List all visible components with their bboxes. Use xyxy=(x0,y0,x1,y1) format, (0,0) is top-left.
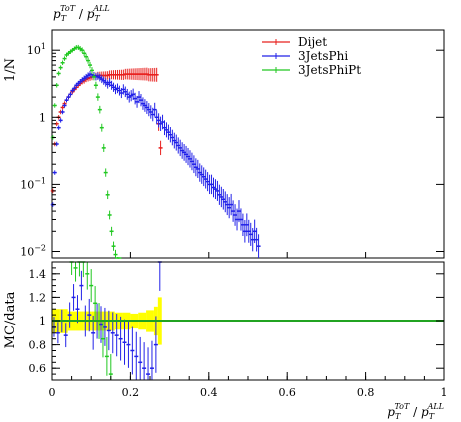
ratio-series-3JetsPhi xyxy=(51,261,162,380)
main-y-tick-label: 10−1 xyxy=(20,176,46,191)
title-p1: p xyxy=(53,7,61,21)
series-Dijet xyxy=(50,67,163,194)
ratio-y-tick-label: 0.8 xyxy=(29,339,47,352)
xlabel-sub1: T xyxy=(395,412,401,421)
xlabel-sup2: ALL xyxy=(427,402,444,411)
ratio-x-tick-label: 0.2 xyxy=(122,386,140,399)
xlabel-slash: / xyxy=(409,405,421,419)
ratio-y-tick-label: 1.2 xyxy=(29,291,47,304)
ratio-x-tick-label: 0.4 xyxy=(200,386,218,399)
series-3JetsPhi xyxy=(50,70,261,258)
ratio-x-ticks: 0 0.2 0.4 0.6 0.8 1 xyxy=(49,372,448,399)
main-y-tick-base: 1 xyxy=(39,111,46,124)
main-series-group xyxy=(50,44,261,259)
ratio-panel: 0.60.811.21.4 0 0.2 0.4 0.6 0.8 1 MC/data pTT… xyxy=(3,261,448,421)
main-y-axis-label: 1/N xyxy=(3,58,18,82)
main-y-tick-label: 10−2 xyxy=(20,243,46,258)
ratio-y-tick-label: 1 xyxy=(39,315,46,328)
ratio-y-ticks: 0.6 0.8 1 1.2 1.4 xyxy=(29,267,444,375)
xlabel-p1: p xyxy=(387,405,395,419)
title-sub1: T xyxy=(61,14,67,23)
legend-label: 3JetsPhiPt xyxy=(298,63,361,77)
main-y-tick-label: 101 xyxy=(27,42,46,57)
ratio-x-tick-label: 0.8 xyxy=(357,386,375,399)
ratio-x-axis-label: pTToT / pTALL xyxy=(387,402,444,421)
title-sup2: ALL xyxy=(92,4,109,13)
ratio-x-tick-label: 0 xyxy=(49,386,56,399)
title-p2: p xyxy=(87,7,95,21)
main-y-tick-base: 10 xyxy=(20,245,34,258)
legend-label: Dijet xyxy=(298,35,327,49)
main-y-tick-exp: −2 xyxy=(34,243,46,252)
main-y-tick-exp: −1 xyxy=(34,176,46,185)
title-sub2: T xyxy=(94,14,100,23)
ratio-series-group xyxy=(51,261,162,380)
xlabel-p2: p xyxy=(421,405,429,419)
xlabel-sub2: T xyxy=(429,412,435,421)
ratio-y-tick-label: 0.6 xyxy=(29,362,47,375)
main-plot-frame xyxy=(51,29,445,259)
main-y-tick-base: 10 xyxy=(27,44,41,57)
xlabel-sup1: ToT xyxy=(394,402,410,411)
main-y-tick-exp: 1 xyxy=(41,42,46,51)
ratio-x-tick-label: 0.6 xyxy=(278,386,296,399)
ratio-y-tick-label: 1.4 xyxy=(29,268,47,281)
main-y-tick-base: 10 xyxy=(20,178,34,191)
main-y-tick-label: 1 xyxy=(39,111,46,124)
title-sup1: ToT xyxy=(60,4,76,13)
legend-label: 3JetsPhi xyxy=(298,49,348,63)
ratio-y-axis-label: MC/data xyxy=(3,291,18,348)
main-title: pTToT / pTALL xyxy=(53,4,110,23)
series-3JetsPhiPt xyxy=(50,44,122,259)
title-slash: / xyxy=(75,7,87,21)
ratio-x-tick-label: 1 xyxy=(441,386,448,399)
